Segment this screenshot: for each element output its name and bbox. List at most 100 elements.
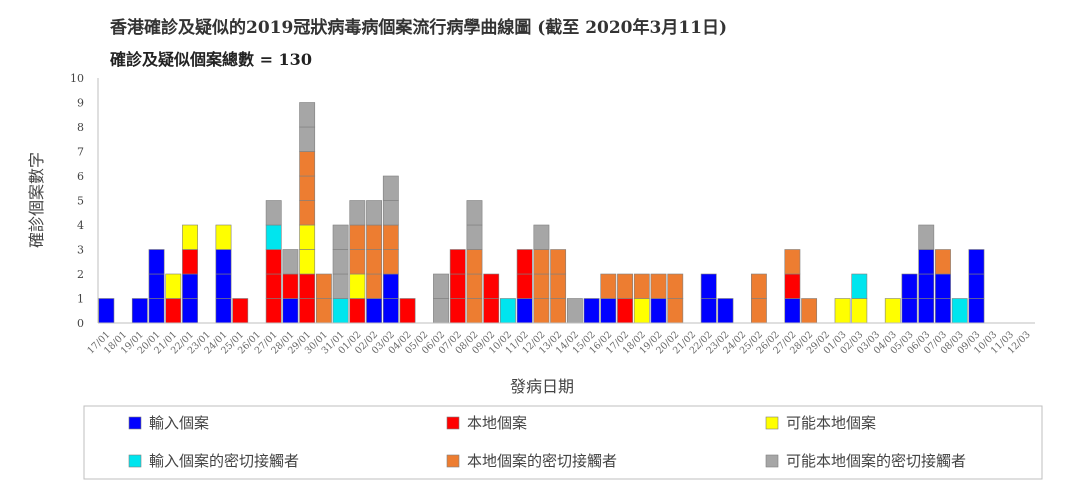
bar-segment-series-2 — [884, 298, 901, 324]
bar-segment-series-0 — [700, 273, 717, 299]
bar-segment-series-0 — [918, 249, 935, 275]
bar-segment-series-2 — [633, 298, 650, 324]
bar-segment-series-0 — [700, 298, 717, 324]
bar-segment-series-4 — [466, 273, 483, 299]
bar-segment-series-5 — [299, 102, 316, 128]
bar-segment-series-4 — [349, 224, 366, 250]
bar-segment-series-1 — [299, 298, 316, 324]
bar-segment-series-1 — [516, 273, 533, 299]
bar-segment-series-0 — [583, 298, 600, 324]
bar-segment-series-4 — [667, 273, 684, 299]
bar-segment-series-4 — [315, 298, 332, 324]
bar-segment-series-1 — [449, 249, 466, 275]
legend-label: 可能本地個案 — [786, 414, 876, 432]
bar-segment-series-5 — [382, 200, 399, 226]
bar-segment-series-0 — [968, 273, 985, 299]
bar-segment-series-4 — [382, 249, 399, 275]
bar-segment-series-0 — [918, 298, 935, 324]
bar-segment-series-4 — [315, 273, 332, 299]
bar-segment-series-4 — [299, 151, 316, 177]
legend-label: 本地個案 — [467, 414, 527, 432]
bar-segment-series-4 — [633, 273, 650, 299]
bar-segment-series-0 — [968, 249, 985, 275]
bar-segment-series-5 — [433, 273, 449, 299]
bar-segment-series-0 — [935, 298, 951, 324]
bar-segment-series-0 — [148, 249, 165, 275]
legend-swatch — [446, 416, 460, 430]
bar-segment-series-0 — [366, 298, 382, 324]
bar-segment-series-2 — [165, 273, 182, 299]
bar-segment-series-3 — [265, 224, 282, 250]
bar-segment-series-1 — [265, 273, 282, 299]
bar-segment-series-0 — [650, 298, 667, 324]
chart-subtitle: 確診及疑似個案總數 = 130 — [110, 50, 312, 69]
bar-segment-series-1 — [282, 273, 299, 299]
bar-segment-series-4 — [366, 273, 382, 299]
bar-segment-series-1 — [483, 273, 500, 299]
bar-segment-series-1 — [617, 298, 633, 324]
bar-segment-series-1 — [784, 273, 801, 299]
y-tick-label: 2 — [77, 268, 84, 281]
y-tick-label: 10 — [70, 72, 84, 85]
legend-swatch — [765, 416, 779, 430]
bar-segment-series-0 — [215, 273, 232, 299]
y-axis-title: 確診個案數字 — [27, 152, 46, 248]
bar-segment-series-1 — [483, 298, 500, 324]
bar-segment-series-4 — [935, 249, 951, 275]
bar-segment-series-4 — [750, 298, 767, 324]
bar-segment-series-0 — [516, 298, 533, 324]
bar-segment-series-1 — [449, 273, 466, 299]
legend-swatch — [128, 454, 142, 468]
bar-segment-series-4 — [299, 175, 316, 201]
bar-segment-series-5 — [332, 224, 349, 250]
bar-segment-series-4 — [533, 298, 550, 324]
bar-segment-series-0 — [935, 273, 951, 299]
bar-segment-series-4 — [650, 273, 667, 299]
bar-segment-series-5 — [433, 298, 449, 324]
y-tick-label: 9 — [77, 97, 84, 110]
bar-segment-series-3 — [951, 298, 968, 324]
legend-label: 本地個案的密切接觸者 — [467, 452, 617, 470]
bar-segment-series-5 — [466, 200, 483, 226]
bar-segment-series-3 — [500, 298, 516, 324]
bar-segment-series-5 — [282, 249, 299, 275]
bar-segment-series-3 — [332, 298, 349, 324]
bar-segment-series-2 — [851, 298, 868, 324]
bar-segment-series-1 — [299, 273, 316, 299]
bar-segment-series-3 — [851, 273, 868, 299]
bar-segment-series-1 — [349, 298, 366, 324]
legend-swatch — [446, 454, 460, 468]
bar-segment-series-0 — [131, 298, 148, 324]
y-tick-label: 3 — [77, 244, 84, 257]
bar-segment-series-0 — [382, 273, 399, 299]
bar-segment-series-5 — [299, 126, 316, 152]
bar-segment-series-4 — [366, 249, 382, 275]
bar-segment-series-2 — [349, 273, 366, 299]
bar-segment-series-2 — [299, 224, 316, 250]
bar-segment-series-0 — [784, 298, 801, 324]
bar-segment-series-5 — [918, 224, 935, 250]
bar-segment-series-1 — [449, 298, 466, 324]
bar-segment-series-4 — [667, 298, 684, 324]
legend-label: 可能本地個案的密切接觸者 — [786, 452, 966, 470]
bar-segment-series-4 — [550, 273, 567, 299]
legend-label: 輸入個案 — [149, 414, 209, 432]
bar-segment-series-2 — [215, 224, 232, 250]
bar-segment-series-4 — [366, 224, 382, 250]
legend-swatch — [765, 454, 779, 468]
bar-segment-series-0 — [215, 298, 232, 324]
y-tick-label: 1 — [77, 293, 84, 306]
bar-segment-series-0 — [148, 298, 165, 324]
bar-segment-series-4 — [750, 273, 767, 299]
bar-segment-series-0 — [182, 298, 198, 324]
bar-segment-series-5 — [566, 298, 583, 324]
bar-segment-series-0 — [918, 273, 935, 299]
legend-swatch — [128, 416, 142, 430]
x-axis-title: 發病日期 — [510, 377, 574, 396]
bar-segment-series-2 — [182, 224, 198, 250]
y-tick-label: 5 — [77, 195, 84, 208]
y-tick-label: 8 — [77, 121, 84, 134]
bar-segment-series-4 — [617, 273, 633, 299]
